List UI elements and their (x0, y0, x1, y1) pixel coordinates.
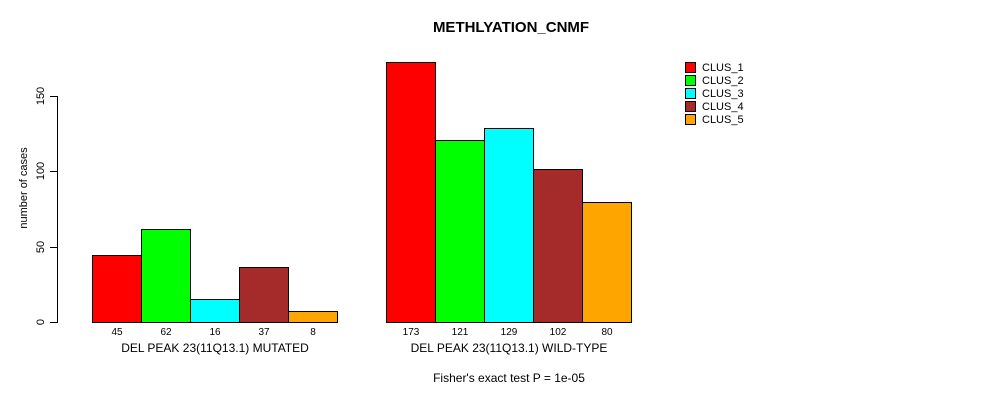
bar-value-label: 16 (209, 327, 221, 338)
fisher-test-annotation: Fisher's exact test P = 1e-05 (433, 371, 585, 385)
bar-clus_2-group1 (141, 229, 191, 323)
bar-clus_4-group1 (239, 267, 289, 323)
legend-swatch (685, 88, 696, 99)
legend-item-clus_5: CLUS_5 (685, 113, 744, 126)
y-tick-label: 50 (35, 240, 47, 254)
bar-clus_4-group2 (533, 169, 583, 323)
legend-swatch (685, 101, 696, 112)
legend-item-clus_2: CLUS_2 (685, 74, 744, 87)
legend-label: CLUS_1 (702, 61, 744, 74)
chart-title: METHLYATION_CNMF (432, 19, 590, 36)
group-label-1: DEL PEAK 23(11Q13.1) MUTATED (121, 341, 309, 355)
legend: CLUS_1 CLUS_2 CLUS_3 CLUS_4 CLUS_5 (685, 61, 744, 126)
legend-item-clus_1: CLUS_1 (685, 61, 744, 74)
bar-clus_3-group2 (484, 128, 534, 323)
legend-label: CLUS_4 (702, 100, 744, 113)
bar-value-label: 80 (601, 327, 613, 338)
legend-label: CLUS_5 (702, 113, 744, 126)
y-tick-label: 100 (35, 161, 47, 181)
legend-label: CLUS_3 (702, 87, 744, 100)
y-axis-label: number of cases (18, 147, 30, 229)
y-tick-label: 150 (35, 86, 47, 106)
legend-item-clus_4: CLUS_4 (685, 100, 744, 113)
y-axis-line (57, 96, 58, 323)
bar-value-label: 121 (451, 327, 469, 338)
group-label-2: DEL PEAK 23(11Q13.1) WILD-TYPE (410, 341, 608, 355)
legend-label: CLUS_2 (702, 74, 744, 87)
bar-value-label: 62 (160, 327, 172, 338)
legend-swatch (685, 62, 696, 73)
legend-swatch (685, 114, 696, 125)
y-tick-mark (50, 247, 58, 248)
bar-value-label: 129 (500, 327, 518, 338)
bar-clus_1-group2 (386, 62, 436, 323)
bar-value-label: 45 (111, 327, 123, 338)
y-tick-mark (50, 96, 58, 97)
y-tick-mark (50, 171, 58, 172)
bar-clus_5-group1 (288, 311, 338, 323)
bar-value-label: 173 (402, 327, 420, 338)
y-tick-mark (50, 322, 58, 323)
y-tick-label: 0 (35, 318, 47, 326)
bar-value-label: 102 (549, 327, 567, 338)
bar-value-label: 37 (258, 327, 270, 338)
bar-clus_5-group2 (582, 202, 632, 323)
legend-swatch (685, 75, 696, 86)
bar-value-label: 8 (310, 327, 316, 338)
legend-item-clus_3: CLUS_3 (685, 87, 744, 100)
bar-clus_3-group1 (190, 299, 240, 323)
bar-clus_2-group2 (435, 140, 485, 323)
bar-clus_1-group1 (92, 255, 142, 323)
